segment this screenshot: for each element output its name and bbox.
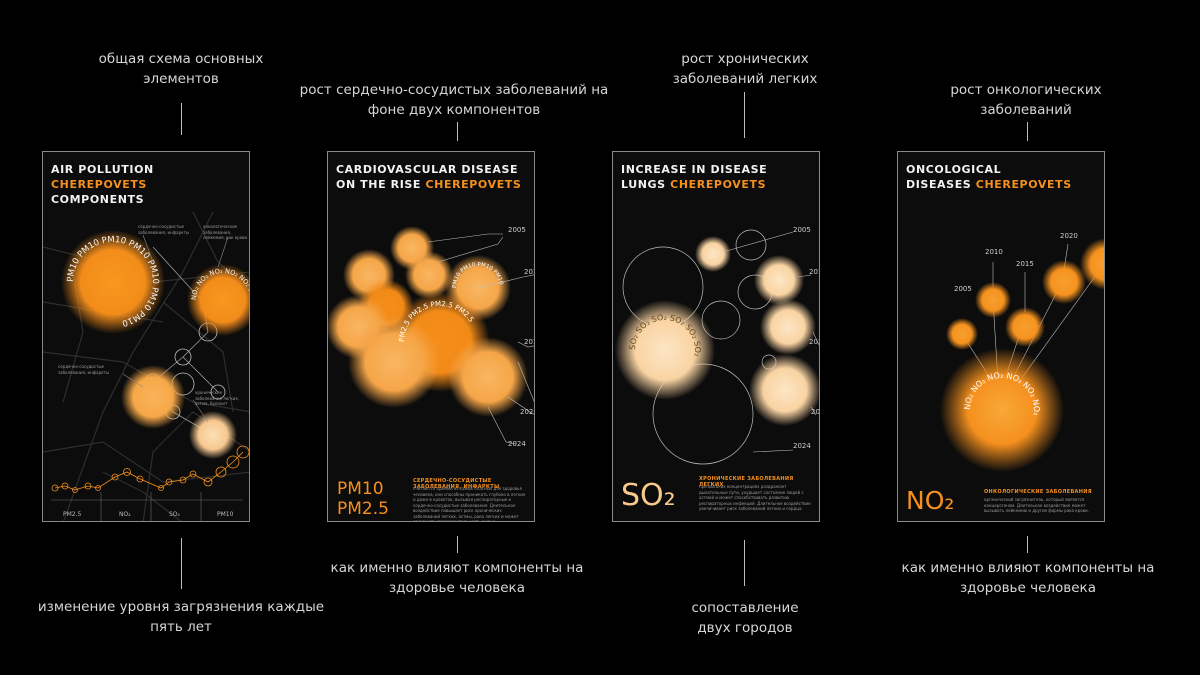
poster4-heading: онкологические заболевания <box>984 489 1092 495</box>
connector-bottom-4 <box>1027 536 1028 553</box>
connector-top-1 <box>181 103 182 135</box>
so2-blob <box>189 411 237 459</box>
year-pointers <box>722 231 819 453</box>
timeline-label-2: NO₂ <box>119 511 131 518</box>
lung-bubbles: SO₂ SO₂ SO₂ SO₂ SO₂ SO₂ <box>615 229 819 465</box>
poster1-note-3: сердечно-сосудистые заболевания, инфаркт… <box>58 364 110 375</box>
poster1-note-1: сердечно-сосудистые заболевания, инфаркт… <box>138 224 190 235</box>
poster2-body: считаются одними из самых опасных для зд… <box>413 486 526 522</box>
pm10-blob <box>61 230 165 334</box>
connector-top-4 <box>1027 122 1028 141</box>
year-label-2024: 2024 <box>508 440 526 448</box>
caption-bottom-4: как именно влияют компоненты на здоровье… <box>901 560 1155 596</box>
note-pointers <box>122 234 229 423</box>
label-so2: SO₂ <box>621 478 676 513</box>
poster3-title: INCREASE IN DISEASE LUNGS CHEREPOVETS <box>621 163 768 191</box>
year-label-2015: 2015 <box>524 338 534 346</box>
poster-oncological: NO₂ NO₂ NO₂ NO₂ NO₂ NO₂ ONCOLOGICAL DISE… <box>897 151 1105 522</box>
year-pointers <box>427 233 534 445</box>
poster1-note-2: онкологические заболевания, лейкемия, ра… <box>203 224 248 240</box>
no2-blob <box>187 264 249 336</box>
year-label-2005: 2005 <box>508 226 526 234</box>
label-pm25: PM2.5 <box>337 499 389 519</box>
year-label-2020: 2020 <box>520 408 534 416</box>
caption-top-4: рост онкологических заболеваний <box>950 82 1102 118</box>
poster4-body: органический загрязнитель, который являе… <box>984 497 1089 513</box>
poster4-title: ONCOLOGICAL DISEASES CHEREPOVETS <box>906 163 1072 191</box>
year-label-2010: 2010 <box>985 248 1003 256</box>
timeline-label-1: PM2.5 <box>63 511 82 518</box>
so2-blobs <box>615 236 819 426</box>
cardio-blobs <box>328 226 528 417</box>
cardio-bubbles: PM10 PM10 PM10 PM10 PM2.5 PM2.5 PM2.5 PM… <box>328 226 534 445</box>
timeline-label-3: SO₂ <box>169 511 180 518</box>
year-label-2005: 2005 <box>793 226 811 234</box>
caption-top-1: общая схема основных элементов <box>98 51 264 87</box>
label-pm10: PM10 <box>337 479 384 499</box>
year-label-2015: 2015 <box>1016 260 1034 268</box>
caption-bottom-3: сопоставление двух городов <box>691 600 799 636</box>
year-label-2005: 2005 <box>954 285 972 293</box>
poster-air-pollution: PM10 PM10 PM10 PM10 PM10 PM10 PM10 NO₂ N… <box>42 151 250 522</box>
pm25-blob <box>121 365 185 429</box>
pollution-map: PM10 PM10 PM10 PM10 PM10 PM10 PM10 NO₂ N… <box>43 211 249 521</box>
poster1-title: AIR POLLUTIONCHEREPOVETS COMPONENTS <box>51 163 154 206</box>
year-label-2020: 2020 <box>1060 232 1078 240</box>
no2-blobs <box>940 238 1104 472</box>
poster-lung-disease: SO₂ SO₂ SO₂ SO₂ SO₂ SO₂ INCREASE IN DISE… <box>612 151 820 522</box>
year-label-2010: 2010 <box>524 268 534 276</box>
connector-bottom-1 <box>181 538 182 589</box>
caption-top-3: рост хронических заболеваний легких <box>672 51 818 87</box>
caption-bottom-1: изменение уровня загрязнения каждые пять… <box>37 599 325 635</box>
timeline-label-4: PM10 <box>217 511 234 518</box>
poster2-heading: сердечно-сосудистые заболевания, инфаркт… <box>413 478 500 490</box>
year-label-2015: 2015 <box>809 338 819 346</box>
poster3-body: при высоких концентрациях раздражает дых… <box>699 484 811 511</box>
year-label-2024: 2024 <box>793 442 811 450</box>
poster1-note-4: хронические заболевания легких, астма, б… <box>195 390 239 406</box>
connector-bottom-3 <box>744 540 745 586</box>
timeline-circles <box>51 445 249 493</box>
connector-top-2 <box>457 122 458 141</box>
poster-cardiovascular: PM10 PM10 PM10 PM10 PM2.5 PM2.5 PM2.5 PM… <box>327 151 535 522</box>
poster2-title: CARDIOVASCULAR DISEASE ON THE RISE CHERE… <box>336 163 522 191</box>
year-label-2020: 2020 <box>811 408 820 416</box>
poster3-heading: хронические заболевания легких <box>699 476 794 488</box>
year-label-2010: 2010 <box>809 268 819 276</box>
connector-bottom-2 <box>457 536 458 553</box>
caption-top-2: рост сердечно-сосудистых заболеваний на … <box>299 82 609 118</box>
onco-bubbles: NO₂ NO₂ NO₂ NO₂ NO₂ NO₂ <box>940 238 1104 472</box>
connector-top-3 <box>744 92 745 138</box>
label-no2: NO₂ <box>906 486 955 515</box>
caption-bottom-2: как именно влияют компоненты на здоровье… <box>330 560 584 596</box>
